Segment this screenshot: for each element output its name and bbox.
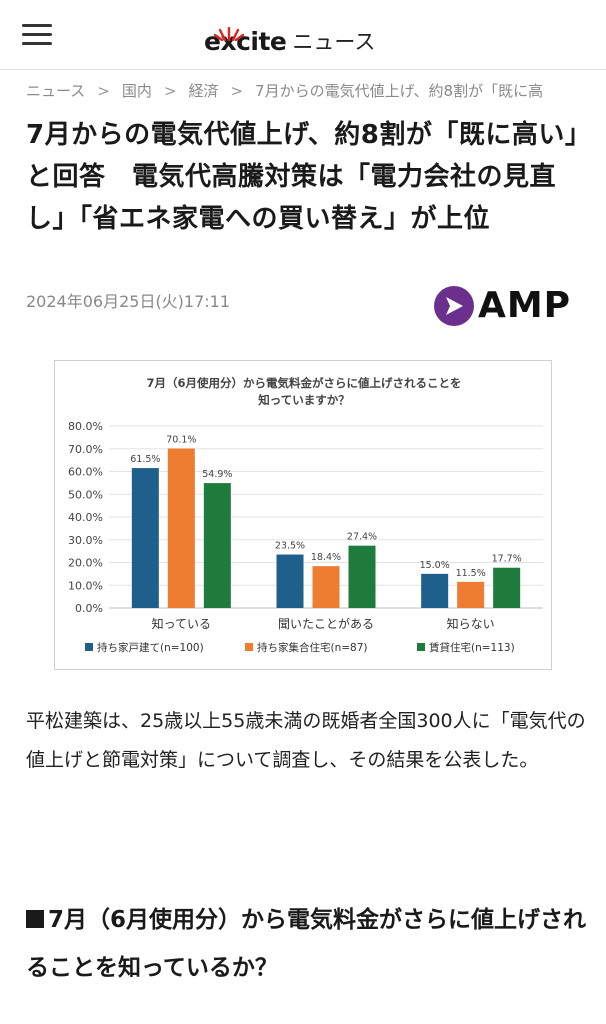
logo-rays-icon (214, 27, 244, 41)
bar (131, 468, 159, 608)
y-tick-label: 40.0% (68, 511, 103, 524)
breadcrumb-item-news[interactable]: ニュース (26, 82, 86, 100)
amp-icon (434, 286, 474, 326)
square-bullet-icon (26, 910, 44, 928)
bar (457, 581, 485, 608)
breadcrumb: ニュース > 国内 > 経済 >7月からの電気代値上げ、約8割が「既に高 (26, 80, 606, 104)
legend-label: 賃貸住宅(n=113) (429, 641, 515, 654)
site-header: excite ニュース (0, 0, 606, 70)
chart-title: 7月（6月使用分）から電気料金がさらに値上げされることを (146, 376, 461, 390)
legend-swatch (245, 643, 253, 651)
data-label: 17.7% (492, 554, 522, 565)
x-tick-label: 知らない (447, 617, 495, 631)
breadcrumb-item-domestic[interactable]: 国内 (121, 82, 152, 100)
logo-text: excite (204, 27, 287, 56)
bar (276, 554, 304, 608)
y-tick-label: 60.0% (68, 466, 103, 479)
amp-label: AMP (478, 285, 572, 326)
y-tick-label: 0.0% (75, 602, 103, 615)
y-tick-label: 50.0% (68, 488, 103, 501)
y-tick-label: 10.0% (68, 579, 103, 592)
bar (203, 483, 231, 608)
article-date: 2024年06月25日(火)17:11 (26, 292, 231, 311)
data-label: 15.0% (420, 560, 450, 571)
x-tick-label: 聞いたことがある (278, 616, 374, 631)
amp-badge[interactable]: AMP (434, 286, 571, 326)
data-label: 23.5% (275, 541, 305, 552)
excite-logo: excite (204, 27, 287, 58)
logo-suffix: ニュース (292, 30, 376, 54)
article-title: 7月からの電気代値上げ、約8割が「既に高い」と回答 電気代高騰対策は「電力会社の… (26, 120, 579, 234)
chart-title: 知っていますか？ (257, 393, 349, 407)
x-tick-label: 知っている (152, 617, 211, 631)
legend-swatch (85, 643, 93, 651)
y-tick-label: 70.0% (68, 443, 103, 456)
article-body: 平松建築は、25歳以上55歳未満の既婚者全国300人に「電気代の値上げと節電対策… (26, 710, 586, 771)
data-label: 18.4% (311, 552, 341, 563)
bar (312, 566, 340, 608)
data-label: 54.9% (202, 469, 232, 480)
breadcrumb-separator: > (230, 82, 244, 100)
data-label: 61.5% (130, 454, 160, 465)
breadcrumb-item-economy[interactable]: 経済 (188, 82, 219, 100)
data-label: 70.1% (166, 435, 196, 446)
hamburger-menu-icon[interactable] (22, 24, 52, 48)
bar (167, 448, 195, 608)
legend-swatch (417, 643, 425, 651)
section-heading-text: 7月（6月使用分）から電気料金がさらに値上げされることを知っているか？ (26, 907, 587, 981)
legend-label: 持ち家集合住宅(n=87) (257, 641, 368, 654)
bar-chart: 7月（6月使用分）から電気料金がさらに値上げされることを 知っていますか？ 0.0%… (54, 360, 552, 670)
y-tick-label: 30.0% (68, 534, 103, 547)
data-label: 11.5% (456, 568, 486, 579)
y-tick-label: 20.0% (68, 557, 103, 570)
y-tick-label: 80.0% (68, 420, 103, 433)
site-logo[interactable]: excite ニュース (204, 14, 375, 58)
legend-label: 持ち家戸建て(n=100) (97, 641, 204, 654)
data-label: 27.4% (347, 532, 377, 543)
breadcrumb-separator: > (97, 82, 110, 100)
breadcrumb-separator: > (163, 82, 177, 100)
bar (348, 545, 376, 608)
section-heading: 7月（6月使用分）から電気料金がさらに値上げされることを知っているか？ (26, 896, 586, 992)
bar (493, 567, 521, 608)
breadcrumb-item-current: 7月からの電気代値上げ、約8割が「既に高 (255, 82, 544, 100)
bar (421, 573, 449, 608)
